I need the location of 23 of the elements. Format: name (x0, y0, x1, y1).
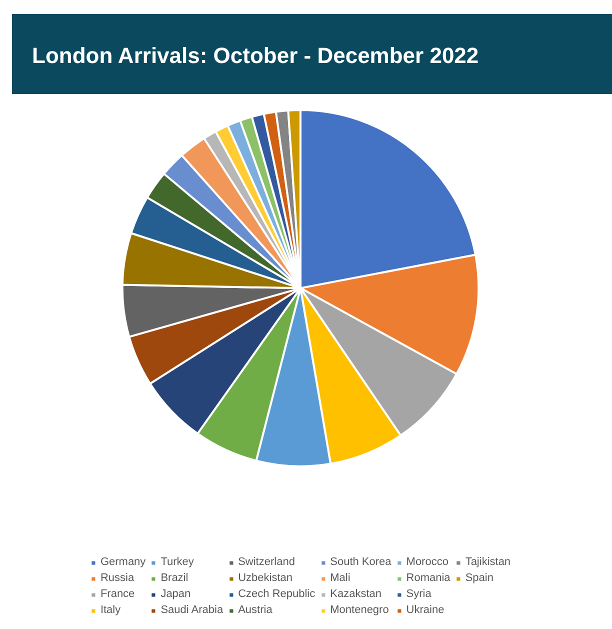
legend-label: Saudi Arabia (160, 604, 224, 616)
chart-title: London Arrivals: October - December 2022 (32, 42, 479, 70)
legend-label: Germany (100, 556, 146, 568)
legend-label: Switzerland (238, 556, 295, 568)
legend-label: Austria (238, 604, 272, 616)
legend-label: Montenegro (330, 604, 389, 616)
legend-label: Uzbekistan (238, 572, 292, 584)
legend-label: Brazil (160, 572, 188, 584)
legend-label: Russia (100, 572, 134, 584)
legend-label: Morocco (406, 556, 448, 568)
legend-label: Mali (330, 572, 350, 584)
legend-label: Spain (465, 572, 494, 584)
legend-label: Czech Republic (238, 588, 316, 600)
legend-label: Syria (406, 588, 432, 600)
legend-label: Turkey (160, 556, 194, 568)
legend-label: Kazakstan (330, 588, 382, 600)
legend-label: Romania (406, 572, 450, 584)
legend-label: South Korea (330, 556, 392, 568)
legend-label: Ukraine (406, 604, 444, 616)
legend-label: France (100, 588, 135, 600)
legend-label: Italy (100, 604, 121, 616)
legend-label: Tajikistan (465, 556, 511, 568)
legend-label: Japan (160, 588, 191, 600)
